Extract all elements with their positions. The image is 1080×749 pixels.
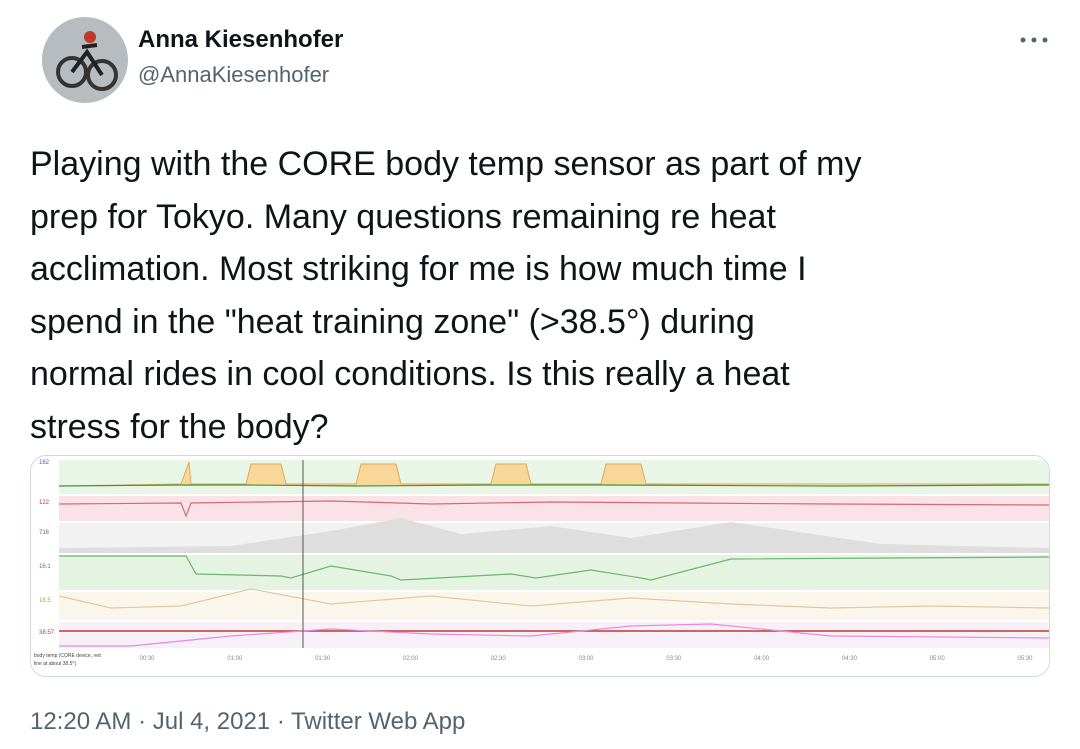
side-label: 38.57 [39, 630, 55, 636]
caption: body temp (CORE device, red [34, 653, 101, 659]
author-name[interactable]: Anna Kiesenhofer [138, 26, 344, 53]
time-label: 04:30 [842, 656, 858, 662]
side-label: 16.1 [39, 564, 51, 570]
time-label: 02:30 [491, 656, 507, 662]
tweet-line: acclimation. Most striking for me is how… [30, 250, 807, 288]
time-label: 00:30 [139, 656, 155, 662]
tweet-line: Playing with the CORE body temp sensor a… [30, 145, 862, 183]
time-label: 02:00 [403, 656, 419, 662]
author-handle[interactable]: @AnnaKiesenhofer [138, 62, 330, 87]
time-label: 03:30 [666, 656, 682, 662]
time-label: 05:30 [1017, 656, 1033, 662]
side-label: 122 [39, 500, 50, 506]
tweet-line: stress for the body? [30, 407, 329, 446]
tweet-meta: 12:20 AM · Jul 4, 2021 · Twitter Web App [30, 708, 466, 735]
ride-chart: 162 122 716 16.1 18.5 38.57 00:30 01:00 01:30 02:… [31, 456, 1049, 676]
tweet-text: Playing with the CORE body temp sensor a… [30, 138, 861, 453]
avatar[interactable] [42, 17, 128, 103]
tweet-line: normal rides in cool conditions. Is this… [30, 355, 790, 393]
caption: line at about 38.5°) [34, 661, 76, 667]
tweet-image[interactable]: 162 122 716 16.1 18.5 38.57 00:30 01:00 01:30 02:… [30, 455, 1050, 677]
more-button[interactable] [1018, 34, 1050, 46]
side-label: 18.5 [39, 598, 51, 604]
time-label: 05:00 [930, 656, 946, 662]
time-label: 03:00 [578, 656, 594, 662]
tweet-line: prep for Tokyo. Many questions remaining… [30, 197, 776, 236]
side-label: 716 [39, 530, 50, 536]
time-label: 01:00 [227, 656, 243, 662]
time-label: 01:30 [315, 656, 331, 662]
time-label: 04:00 [754, 656, 770, 662]
side-label: 162 [39, 460, 50, 466]
tweet-line: spend in the "heat training zone" (>38.5… [30, 302, 755, 341]
